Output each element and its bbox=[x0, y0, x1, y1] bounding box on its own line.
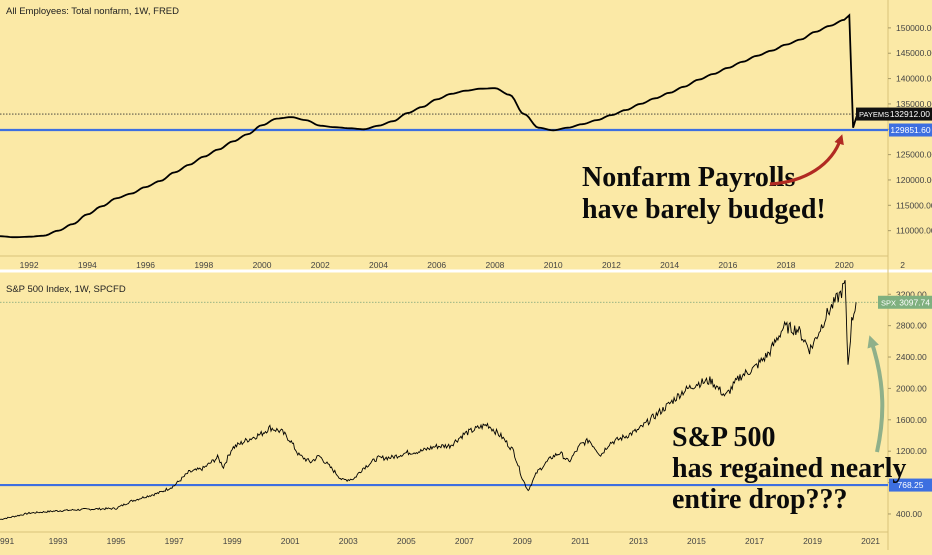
y-tick-label: 1600.00 bbox=[896, 415, 927, 425]
y-tick-label: 150000.00 bbox=[896, 23, 932, 33]
top-chart-title: All Employees: Total nonfarm, 1W, FRED bbox=[6, 6, 179, 17]
bottom-arrow bbox=[867, 335, 885, 453]
bottom-annotation-line-2: has regained nearly bbox=[672, 453, 906, 484]
x-tick-label: 2017 bbox=[745, 536, 764, 546]
x-tick-label: 2016 bbox=[718, 260, 737, 270]
x-tick-label: 2019 bbox=[803, 536, 822, 546]
reference-value-tag bbox=[889, 478, 932, 492]
x-tick-label: 991 bbox=[0, 536, 14, 546]
y-tick-label: 2800.00 bbox=[896, 321, 927, 331]
x-tick-label: 2011 bbox=[571, 536, 590, 546]
bottom-annotation-line-1: S&P 500 bbox=[672, 422, 775, 453]
last-value-tag-bg bbox=[856, 107, 932, 121]
series-symbol-label: PAYEMS bbox=[859, 110, 889, 119]
payems-series-line bbox=[0, 13, 859, 239]
x-tick-label: 1999 bbox=[223, 536, 242, 546]
series-symbol-label: SPX bbox=[881, 298, 896, 307]
x-tick-label: 1995 bbox=[107, 536, 126, 546]
x-tick-label: 2005 bbox=[397, 536, 416, 546]
x-tick-label: 2002 bbox=[311, 260, 330, 270]
top-annotation-line-1: Nonfarm Payrolls bbox=[582, 162, 795, 193]
bottom-reference-line-group: 768.25 bbox=[0, 478, 932, 492]
y-tick-label: 1200.00 bbox=[896, 446, 927, 456]
x-tick-label: 2003 bbox=[339, 536, 358, 546]
x-tick-label: 1994 bbox=[78, 260, 97, 270]
y-tick-label: 120000.00 bbox=[896, 175, 932, 185]
x-tick-label: 2 bbox=[900, 260, 905, 270]
x-tick-label: 2004 bbox=[369, 260, 388, 270]
y-tick-label: 2000.00 bbox=[896, 383, 927, 393]
x-tick-label: 2014 bbox=[660, 260, 679, 270]
x-tick-label: 2001 bbox=[281, 536, 300, 546]
x-tick-label: 2007 bbox=[455, 536, 474, 546]
x-tick-label: 2006 bbox=[427, 260, 446, 270]
bottom-last-value-tag: SPX 3097.74 bbox=[878, 295, 932, 309]
reference-value-tag bbox=[889, 123, 932, 137]
y-tick-label: 140000.00 bbox=[896, 74, 932, 84]
x-tick-label: 2008 bbox=[485, 260, 504, 270]
x-tick-label: 2013 bbox=[629, 536, 648, 546]
bottom-x-axis: 991 1993 1995 1997 1999 2001 2003 2005 2007 2009 2… bbox=[0, 536, 880, 546]
x-tick-label: 2000 bbox=[253, 260, 272, 270]
y-tick-label: 2400.00 bbox=[896, 352, 927, 362]
x-tick-label: 2009 bbox=[513, 536, 532, 546]
top-x-axis: 1992 1994 1996 1998 2000 2002 2004 2006 2008 2010… bbox=[20, 260, 906, 270]
reference-value-label: 129851.60 bbox=[890, 125, 930, 135]
x-tick-label: 1998 bbox=[194, 260, 213, 270]
y-tick-label: 145000.00 bbox=[896, 48, 932, 58]
x-tick-label: 2012 bbox=[602, 260, 621, 270]
x-tick-label: 1992 bbox=[20, 260, 39, 270]
x-tick-label: 2020 bbox=[835, 260, 854, 270]
last-value-label: 3097.74 bbox=[899, 297, 930, 307]
spx-series-line bbox=[0, 279, 857, 520]
bottom-panel-background bbox=[0, 277, 888, 532]
y-tick-label: 135000.00 bbox=[896, 99, 932, 109]
y-tick-label: 115000.00 bbox=[896, 200, 932, 210]
x-tick-label: 2010 bbox=[544, 260, 563, 270]
y-tick-label: 110000.00 bbox=[896, 226, 932, 236]
top-panel-background bbox=[0, 0, 888, 266]
reference-value-label: 768.25 bbox=[898, 480, 924, 490]
y-tick-label: 125000.00 bbox=[896, 150, 932, 160]
top-last-value-tag: PAYEMS 132912.00 bbox=[856, 107, 932, 121]
bottom-annotation-line-3: entire drop??? bbox=[672, 484, 848, 515]
top-annotation-line-2: have barely budged! bbox=[582, 194, 826, 225]
top-reference-line-group: 129851.60 bbox=[0, 123, 932, 137]
bottom-chart-title: S&P 500 Index, 1W, SPCFD bbox=[6, 284, 126, 295]
x-tick-label: 1996 bbox=[136, 260, 155, 270]
x-tick-label: 1997 bbox=[165, 536, 184, 546]
y-tick-label: 400.00 bbox=[896, 509, 922, 519]
x-tick-label: 1993 bbox=[49, 536, 68, 546]
x-tick-label: 2021 bbox=[861, 536, 880, 546]
x-tick-label: 2015 bbox=[687, 536, 706, 546]
last-value-label: 132912.00 bbox=[890, 109, 930, 119]
x-tick-label: 2018 bbox=[777, 260, 796, 270]
y-tick-label: 3200.00 bbox=[896, 289, 927, 299]
top-arrow bbox=[769, 134, 844, 186]
last-value-tag-bg bbox=[878, 295, 932, 309]
